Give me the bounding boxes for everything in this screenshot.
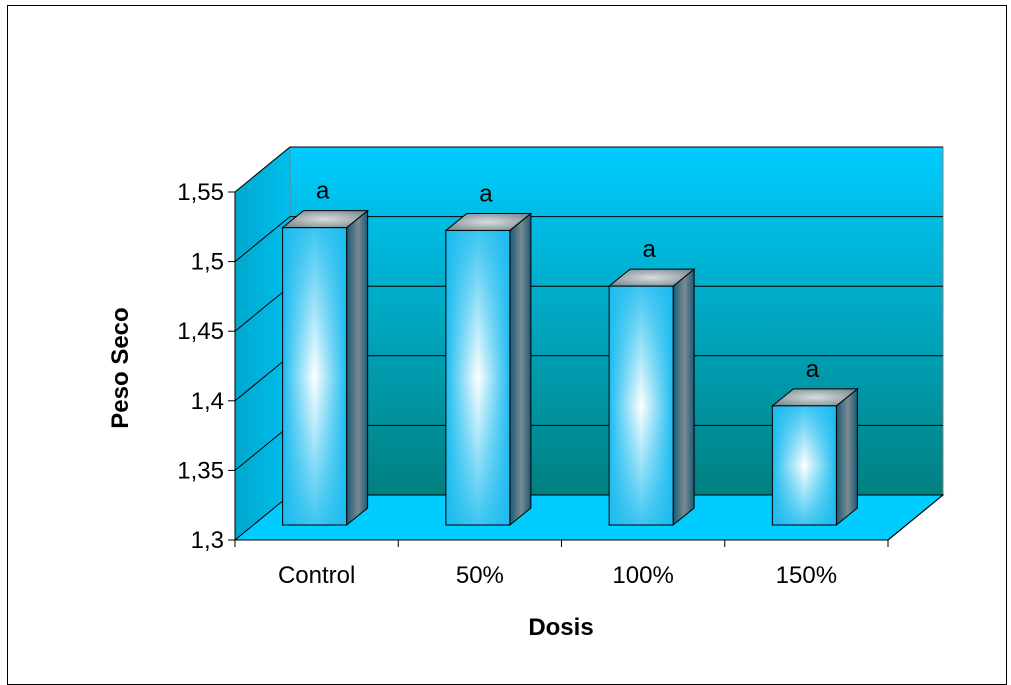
side-gridline bbox=[234, 146, 291, 193]
bars bbox=[281, 209, 859, 527]
x-tick-label: 100% bbox=[612, 562, 673, 589]
y-tick-label: 1,3 bbox=[191, 527, 224, 554]
side-gridline bbox=[234, 285, 291, 332]
bar-data-label: a bbox=[479, 180, 493, 207]
floor-edge bbox=[887, 494, 944, 541]
side-gridline bbox=[234, 355, 291, 402]
x-axis: Control 50% 100% 150% bbox=[234, 494, 944, 589]
bar bbox=[281, 209, 370, 527]
bar-data-label: a bbox=[642, 236, 656, 263]
y-axis: 1,3 1,35 1,4 1,45 1,5 1,55 bbox=[177, 179, 236, 554]
bar-data-label: a bbox=[806, 356, 820, 383]
bar-side bbox=[346, 209, 369, 527]
x-tick-label: 50% bbox=[456, 562, 504, 589]
side-gridline bbox=[234, 425, 291, 471]
y-axis-title: Peso Seco bbox=[107, 307, 134, 428]
bar-side bbox=[509, 212, 532, 527]
bar-front-shade bbox=[771, 405, 837, 526]
bar-front-shade bbox=[445, 229, 511, 526]
y-tick-label: 1,5 bbox=[191, 249, 224, 276]
bar-side bbox=[835, 387, 858, 527]
y-tick-label: 1,55 bbox=[177, 179, 224, 206]
bar bbox=[444, 212, 533, 527]
bar-side bbox=[672, 268, 695, 527]
x-axis-title: Dosis bbox=[528, 614, 593, 641]
side-gridline bbox=[234, 216, 291, 262]
y-tick-label: 1,4 bbox=[191, 388, 224, 415]
bar-front-shade bbox=[282, 227, 348, 526]
bar-data-label: a bbox=[316, 178, 330, 205]
y-tick-label: 1,35 bbox=[177, 457, 224, 484]
bar bbox=[770, 387, 859, 527]
bar-labels: a a a a bbox=[316, 178, 820, 383]
bar bbox=[607, 268, 696, 527]
x-tick-label: 150% bbox=[776, 562, 837, 589]
bar-front-shade bbox=[608, 285, 674, 526]
x-tick-label: Control bbox=[278, 562, 355, 589]
side-wall bbox=[234, 145, 291, 542]
y-tick-label: 1,45 bbox=[177, 318, 224, 345]
